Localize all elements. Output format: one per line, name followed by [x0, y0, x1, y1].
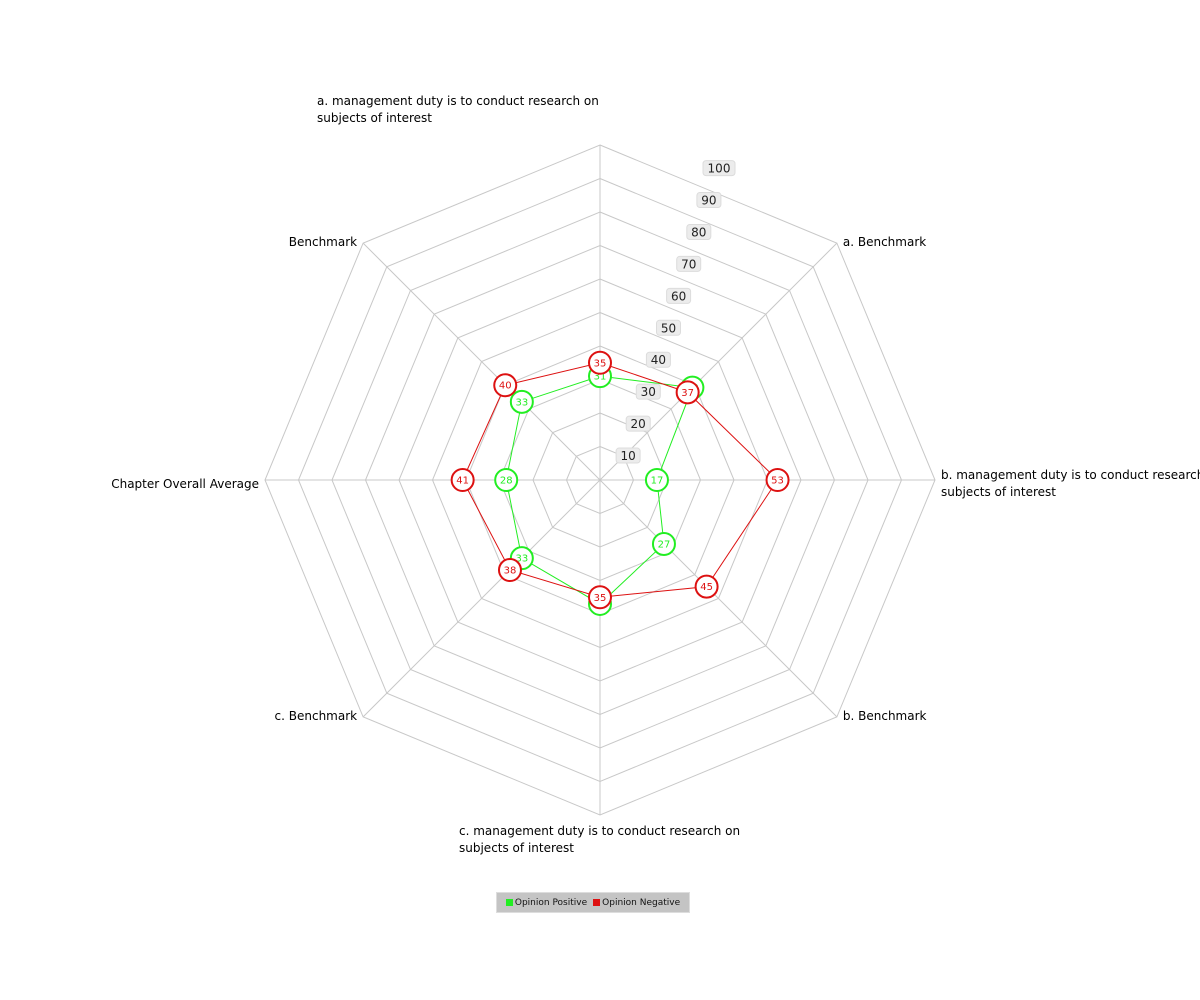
axis-label: c. management duty is to conduct researc…: [459, 824, 740, 838]
tick-label-bg: [696, 192, 722, 209]
data-label-positive: 33: [515, 397, 528, 408]
axis-spoke: [362, 242, 601, 481]
data-point-positive[interactable]: [509, 389, 534, 414]
data-label-negative: 45: [700, 582, 713, 593]
radial-tick-labels: 10 20 30 40 50 60 70 80 90 100: [615, 160, 736, 464]
legend-swatch-positive: [505, 899, 513, 906]
data-label-positive: 33: [515, 554, 528, 565]
data-label-negative: 35: [594, 358, 607, 369]
data-point-negative[interactable]: [493, 373, 518, 398]
tick-label-bg: [666, 287, 692, 304]
data-label-negative: 35: [594, 593, 607, 604]
tick-label-bg: [702, 160, 736, 177]
data-label-negative: 40: [499, 381, 512, 392]
axis-spoke: [599, 242, 838, 481]
data-point-negative[interactable]: [450, 468, 475, 492]
axis-label: Benchmark: [289, 235, 357, 249]
tick-label: 40: [651, 353, 666, 367]
data-point-positive[interactable]: [494, 468, 519, 492]
tick-label-bg: [686, 223, 712, 240]
data-label-positive: 17: [651, 476, 664, 487]
tick-label: 90: [701, 194, 716, 208]
radar-series: 31391727373328333537534535384140: [450, 350, 790, 616]
axis-label: a. Benchmark: [843, 235, 926, 249]
data-label-positive: 28: [500, 476, 513, 487]
axis-label: subjects of interest: [941, 485, 1056, 499]
tick-label: 10: [620, 449, 635, 463]
data-point-negative[interactable]: [694, 574, 719, 599]
tick-label-bg: [676, 255, 702, 272]
axis-label: c. Benchmark: [275, 709, 358, 723]
tick-label: 100: [708, 162, 731, 176]
data-point-positive[interactable]: [651, 531, 676, 556]
legend: Opinion Positive Opinion Negative: [496, 892, 690, 913]
tick-label-bg: [656, 319, 682, 336]
tick-label: 80: [691, 225, 706, 239]
axis-spoke: [599, 479, 838, 718]
radar-grid: [264, 144, 936, 816]
data-label-positive: 27: [658, 539, 671, 550]
axis-label: subjects of interest: [459, 841, 574, 855]
tick-label: 20: [631, 417, 646, 431]
data-point-negative[interactable]: [675, 380, 700, 405]
data-point-positive[interactable]: [644, 468, 669, 492]
tick-label-bg: [615, 447, 641, 464]
tick-label-bg: [645, 351, 671, 368]
tick-label-bg: [625, 415, 651, 432]
legend-label-negative: Opinion Negative: [602, 897, 681, 908]
axis-label: Chapter Overall Average: [111, 477, 259, 491]
legend-label-positive: Opinion Positive: [514, 897, 588, 908]
data-point-negative[interactable]: [588, 350, 612, 375]
tick-label: 60: [671, 289, 686, 303]
data-point-negative[interactable]: [765, 468, 790, 492]
data-label-negative: 53: [771, 476, 784, 487]
axis-label: b. Benchmark: [843, 709, 927, 723]
axis-label: subjects of interest: [317, 111, 432, 125]
tick-label-bg: [635, 383, 661, 400]
series-line-positive: [505, 375, 694, 605]
axis-label: b. management duty is to conduct researc…: [941, 468, 1200, 482]
axis-labels: a. management duty is to conduct researc…: [111, 94, 1200, 855]
axis-spoke: [362, 479, 601, 718]
tick-label: 30: [641, 385, 656, 399]
legend-swatch-negative: [593, 899, 601, 906]
tick-label: 50: [661, 321, 676, 335]
data-point-negative[interactable]: [497, 558, 522, 583]
data-label-negative: 37: [681, 388, 694, 399]
tick-label: 70: [681, 257, 696, 271]
data-label-negative: 38: [504, 566, 517, 577]
axis-label: a. management duty is to conduct researc…: [317, 94, 599, 108]
legend-entry-negative[interactable]: Opinion Negative: [593, 898, 680, 908]
data-label-negative: 41: [456, 476, 469, 487]
data-point-negative[interactable]: [588, 585, 612, 610]
data-label-positive: 31: [594, 372, 607, 383]
legend-entry-positive[interactable]: Opinion Positive: [505, 897, 588, 908]
